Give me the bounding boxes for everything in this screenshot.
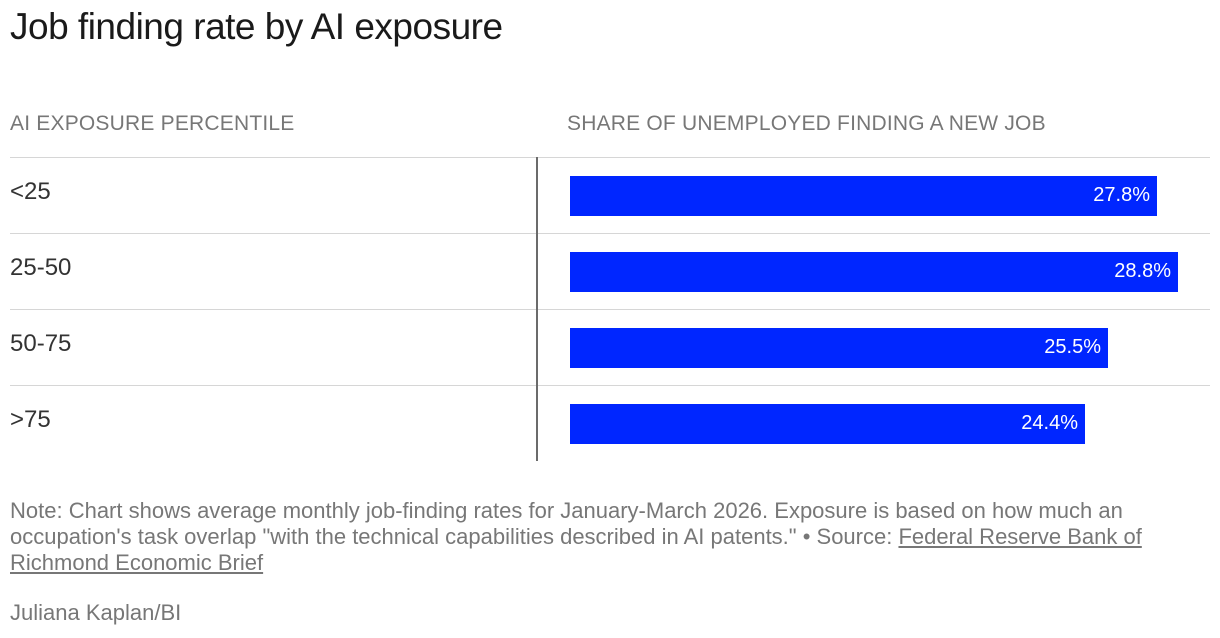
bar-row: >75 24.4% [10, 385, 1210, 461]
bar: 24.4% [570, 404, 1085, 444]
chart-title: Job finding rate by AI exposure [10, 6, 503, 47]
bar-value-label: 25.5% [1044, 336, 1101, 358]
category-label: >75 [10, 406, 51, 433]
axis-line [536, 157, 538, 461]
bar-value-label: 28.8% [1114, 260, 1171, 282]
bar: 27.8% [570, 176, 1157, 216]
source-link[interactable]: Federal Reserve Bank of Richmond Economi… [10, 524, 1142, 575]
chart-credit: Juliana Kaplan/BI [10, 600, 182, 625]
bar: 28.8% [570, 252, 1178, 292]
category-label: <25 [10, 178, 51, 205]
value-column-header: SHARE OF UNEMPLOYED FINDING A NEW JOB [567, 112, 1046, 135]
category-column-header: AI EXPOSURE PERCENTILE [10, 112, 295, 135]
note-text: Note: Chart shows average monthly job-fi… [10, 498, 1123, 549]
bar-value-label: 24.4% [1021, 412, 1078, 434]
category-label: 25-50 [10, 254, 72, 281]
bar: 25.5% [570, 328, 1108, 368]
bar-row: 25-50 28.8% [10, 233, 1210, 309]
bar-chart: <25 27.8% 25-50 28.8% 50-75 25.5% >75 24.4% [10, 157, 1210, 461]
category-label: 50-75 [10, 330, 72, 357]
bar-row: <25 27.8% [10, 157, 1210, 233]
chart-note: Note: Chart shows average monthly job-fi… [10, 498, 1210, 576]
bar-value-label: 27.8% [1093, 184, 1150, 206]
bar-row: 50-75 25.5% [10, 309, 1210, 385]
